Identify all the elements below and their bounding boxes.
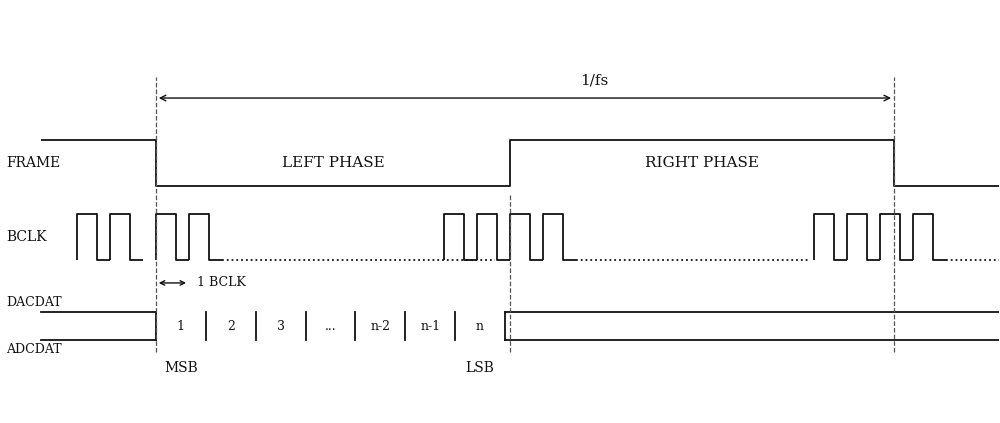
Text: 2: 2 (227, 319, 235, 332)
Text: LEFT PHASE: LEFT PHASE (282, 156, 384, 170)
Text: DACDAT: DACDAT (6, 296, 62, 309)
Text: n-2: n-2 (370, 319, 390, 332)
Text: n: n (476, 319, 484, 332)
Text: 1/fs: 1/fs (581, 74, 609, 88)
Text: FRAME: FRAME (6, 156, 61, 170)
Text: 3: 3 (277, 319, 285, 332)
Text: MSB: MSB (164, 361, 198, 375)
Text: n-1: n-1 (420, 319, 440, 332)
Text: 1: 1 (177, 319, 185, 332)
Text: ...: ... (325, 319, 336, 332)
Text: RIGHT PHASE: RIGHT PHASE (645, 156, 759, 170)
Text: ADCDAT: ADCDAT (6, 343, 62, 356)
Text: BCLK: BCLK (6, 230, 47, 244)
Text: 1 BCLK: 1 BCLK (197, 277, 246, 289)
Text: LSB: LSB (466, 361, 494, 375)
